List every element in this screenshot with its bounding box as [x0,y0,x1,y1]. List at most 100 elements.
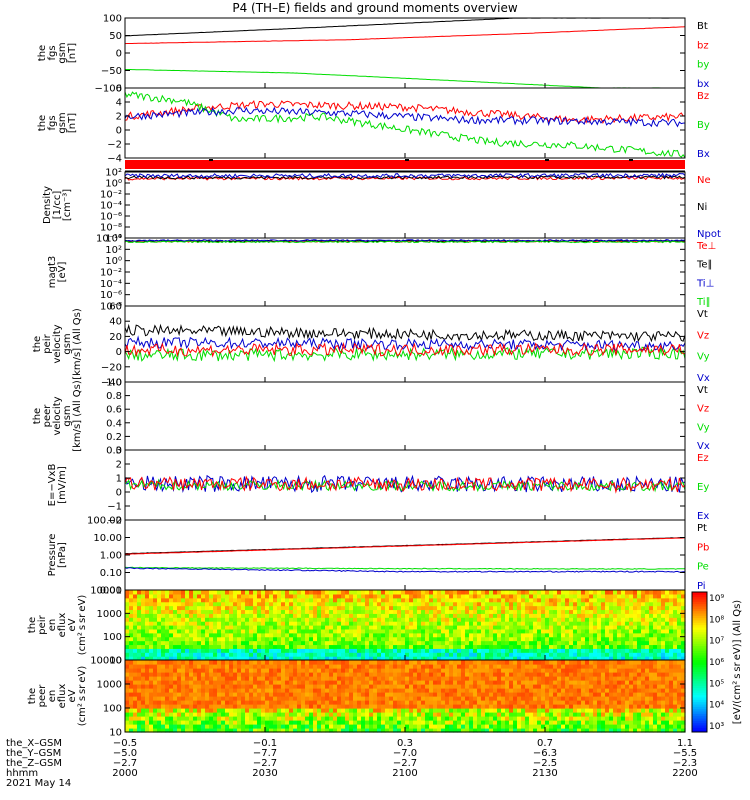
peir-eflux-cell [365,640,370,646]
peer-eflux-cell [461,716,466,721]
peer-eflux-cell [269,716,274,721]
peir-eflux-cell [133,636,138,642]
peer-eflux-cell [137,728,142,733]
peir-eflux-cell [325,652,330,657]
peer-eflux-cell [541,684,546,689]
peir-eflux-cell [189,625,194,630]
peer-eflux-cell [597,668,602,673]
peir-eflux-cell [681,644,686,649]
peer-eflux-cell [125,720,130,725]
peer-eflux-cell [205,660,210,665]
peir-eflux-cell [277,632,282,638]
peir-eflux-cell [237,648,242,653]
peir-eflux-cell [509,597,514,603]
peer-eflux-cell [321,704,326,709]
peir-eflux-cell [565,644,570,649]
peir-eflux-cell [373,605,378,611]
peir-eflux-cell [141,644,146,649]
peir-eflux-cell [357,625,362,630]
peer-eflux-cell [329,704,334,709]
peir-eflux-cell [469,609,474,614]
peer-eflux-cell [261,712,266,717]
peer-eflux-cell [173,720,178,725]
peer-eflux-cell [305,724,310,729]
peer-eflux-cell [605,692,610,697]
peer-eflux-cell [277,720,282,725]
peer-eflux-cell [357,700,362,705]
peer-eflux-cell [581,668,586,673]
peir-eflux-cell [661,613,666,618]
peir-eflux-cell [645,652,650,657]
peer-eflux-cell [133,672,138,677]
peir-eflux-cell [609,601,614,607]
peir-eflux-cell [421,593,426,599]
peer-eflux-cell [461,660,466,665]
peer-eflux-cell [173,664,178,669]
peer-eflux-cell [129,688,134,693]
peir-eflux-cell [601,617,606,622]
peir-eflux-cell [625,593,630,599]
peer-eflux-cell [153,672,158,677]
peir-eflux-cell [273,628,278,634]
peir-eflux-cell [541,617,546,622]
peir-eflux-cell [485,648,490,653]
peer-eflux-cell [557,708,562,713]
peir-eflux-cell [489,605,494,611]
peir-eflux-cell [421,632,426,638]
peir-eflux-cell [609,590,614,595]
peir-eflux-cell [429,652,434,657]
peir-eflux-cell [633,609,638,614]
peir-velocity-ytick-label: 0 [116,347,122,358]
peir-eflux-cell [265,640,270,646]
peir-eflux-cell [405,609,410,614]
peir-eflux-cell [277,609,282,614]
peir-eflux-cell [265,601,270,607]
peer-eflux-cell [265,684,270,689]
peer-eflux-cell [225,660,230,665]
peer-eflux-cell [605,708,610,713]
peir-eflux-cell [405,640,410,646]
peer-eflux-cell [501,672,506,677]
peer-eflux-cell [213,660,218,665]
peir-eflux-cell [553,640,558,646]
peir-eflux-cell [641,640,646,646]
peer-eflux-cell [229,668,234,673]
peer-eflux-cell [225,716,230,721]
peir-eflux-cell [605,652,610,657]
peir-eflux-cell [485,652,490,657]
peir-eflux-cell [337,625,342,630]
peer-eflux-cell [589,712,594,717]
peir-eflux-cell [621,593,626,599]
peir-eflux-cell [269,605,274,611]
peir-eflux-cell [641,605,646,611]
peir-eflux-cell [549,601,554,607]
peir-eflux-cell [377,652,382,657]
peer-eflux-cell [377,676,382,681]
peer-eflux-cell [277,688,282,693]
peir-eflux-cell [229,640,234,646]
peir-eflux-cell [217,644,222,649]
peir-eflux-cell [361,656,366,661]
peir-eflux-cell [489,644,494,649]
peir-eflux-cell [445,644,450,649]
peer-eflux-cell [245,668,250,673]
peer-eflux-cell [405,680,410,685]
peir-eflux-cell [153,597,158,603]
peer-eflux-cell [133,708,138,713]
peer-eflux-cell [377,716,382,721]
peir-eflux-cell [165,636,170,642]
peer-eflux-cell [537,720,542,725]
peer-eflux-cell [389,708,394,713]
peer-eflux-cell [381,704,386,709]
peer-eflux-cell [593,680,598,685]
peir-eflux-cell [209,644,214,649]
peir-eflux-cell [409,621,414,626]
efield-ytick-label: 1 [116,474,122,485]
peer-eflux-cell [585,668,590,673]
pressure-frame [124,519,686,591]
peer-eflux-cell [309,712,314,717]
peir-eflux-cell [245,593,250,599]
peir-eflux-cell [477,652,482,657]
peer-eflux-cell [233,700,238,705]
peer-eflux-cell [569,668,574,673]
